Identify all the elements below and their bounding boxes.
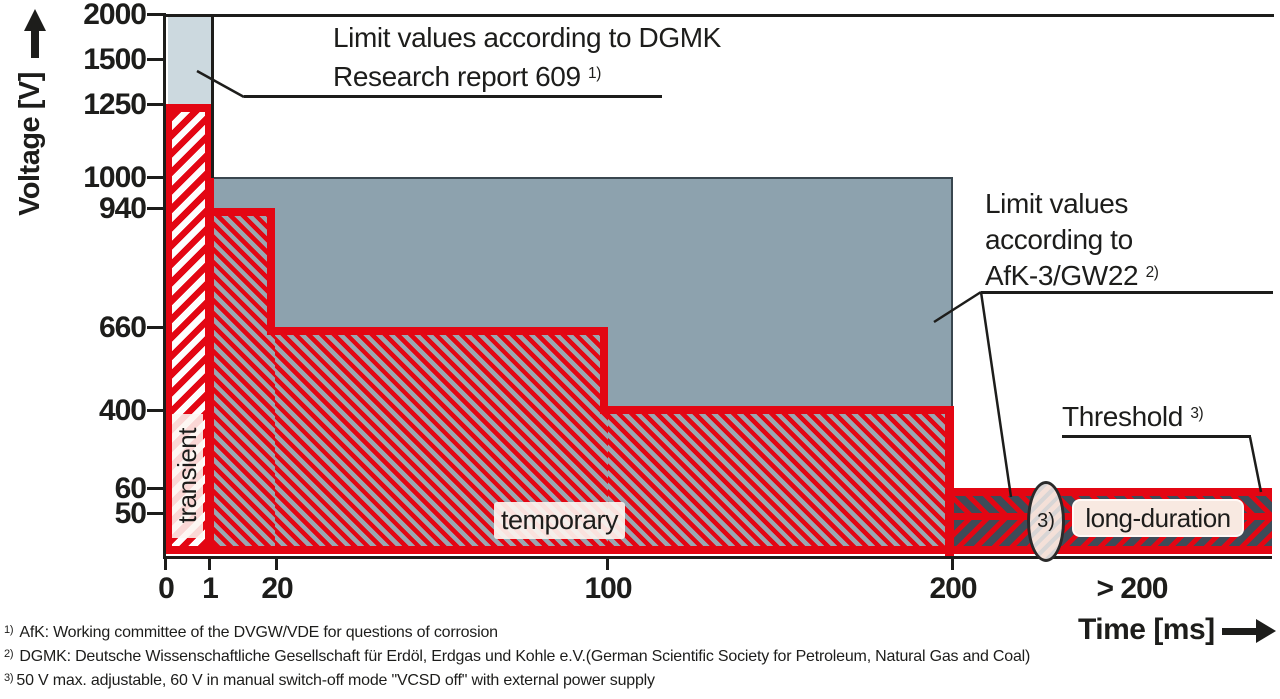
threshold-ellipse-text: 3) <box>1037 510 1055 532</box>
region-label-temporary: temporary <box>494 502 625 539</box>
y-tick-1500 <box>147 58 164 61</box>
x-label-20: 20 <box>261 572 293 605</box>
red-top-940 <box>214 208 275 216</box>
y-label-60: 60 <box>114 472 147 505</box>
footnote-1: 1) AfK: Working committee of the DVGW/VDE… <box>4 624 498 642</box>
x-tick-20 <box>275 556 278 570</box>
x-label-1: 1 <box>202 572 219 605</box>
x-label-100: 100 <box>584 572 632 605</box>
afk-annotation-line2: according to <box>985 224 1133 255</box>
y-label-1250: 1250 <box>83 88 147 121</box>
afk-annotation: Limit values according to AfK-3/GW22 2) <box>985 186 1159 299</box>
region-label-transient-text: transient <box>172 428 202 524</box>
y-label-50: 50 <box>114 497 147 530</box>
red-top-400 <box>608 406 945 414</box>
footnote-3: 3) 50 V max. adjustable, 60 V in manual s… <box>4 672 655 690</box>
y-axis-title-text: Voltage [V] <box>14 72 46 216</box>
x-tick-1 <box>208 556 211 570</box>
y-tick-660 <box>147 326 164 329</box>
x-axis-title-text: Time [ms] <box>1078 613 1215 646</box>
x-tick-200 <box>951 556 954 570</box>
x-label-200: 200 <box>929 572 977 605</box>
dgmk-sup: 1) <box>588 65 601 83</box>
dgmk-underline <box>244 95 662 98</box>
x-label-gt200: > 200 <box>1096 572 1169 605</box>
y-tick-1000 <box>147 176 164 179</box>
x-tick-100 <box>606 556 609 570</box>
red-riser-200ms <box>945 406 954 556</box>
x-label-0: 0 <box>158 572 175 605</box>
y-tick-60 <box>147 487 164 490</box>
region-label-transient: transient <box>172 414 203 538</box>
y-tick-2000 <box>147 13 164 16</box>
y-label-400: 400 <box>98 394 147 427</box>
region-label-long-duration: long-duration <box>1072 499 1244 537</box>
red-riser-20ms <box>267 208 275 335</box>
x-tick-0 <box>164 556 167 570</box>
threshold-annotation: Threshold 3) <box>1062 401 1204 432</box>
dgmk-annotation-line1: Limit values according to DGMK <box>333 22 721 53</box>
y-tick-940 <box>147 207 164 210</box>
afk-annotation-line3: AfK-3/GW22 2) <box>985 260 1159 291</box>
footnote-3-text: 50 V max. adjustable, 60 V in manual swi… <box>16 672 655 689</box>
red-bottom-border <box>166 546 1272 554</box>
x-axis-line <box>163 556 1272 559</box>
y-label-660: 660 <box>98 311 147 344</box>
footnote-3-sup: 3) <box>4 672 14 685</box>
voltage-arrow-stem <box>31 29 39 58</box>
threshold-ellipse: 3) <box>1027 481 1065 562</box>
y-label-2000: 2000 <box>83 0 147 31</box>
top-2000-line <box>163 14 1274 17</box>
threshold-underline <box>1062 435 1251 438</box>
footnote-1-sup: 1) <box>4 624 14 637</box>
dgmk-step-940-hatch <box>214 216 275 546</box>
afk-transient-area <box>168 16 211 104</box>
y-tick-50 <box>147 512 164 515</box>
afk-annotation-line1: Limit values <box>985 188 1129 219</box>
y-label-940: 940 <box>98 192 147 225</box>
footnote-1-text: AfK: Working committee of the DVGW/VDE f… <box>19 624 498 641</box>
threshold-sup: 3) <box>1190 405 1204 423</box>
y-tick-400 <box>147 409 164 412</box>
afk-sup: 2) <box>1145 264 1159 282</box>
footnote-2-text: DGMK: Deutsche Wissenschaftliche Gesells… <box>19 648 1031 665</box>
y-label-1500: 1500 <box>83 43 147 76</box>
dgmk-annotation-line2: Research report 609 1) <box>333 61 601 92</box>
voltage-arrow-head-icon <box>24 9 46 31</box>
afk-underline <box>981 291 1273 294</box>
y-label-1000: 1000 <box>83 161 147 194</box>
red-left-border <box>166 104 172 554</box>
y-tick-1250 <box>147 103 164 106</box>
footnote-2-sup: 2) <box>4 648 14 661</box>
band-top-60v <box>954 488 1272 496</box>
time-arrow-head-icon <box>1256 619 1276 643</box>
transient-right-line <box>211 14 214 178</box>
red-riser-100ms <box>600 327 608 414</box>
y-axis-title: Voltage [V] <box>14 34 48 254</box>
dgmk-annotation: Limit values according to DGMK Research … <box>333 18 721 101</box>
red-top-660 <box>275 327 608 335</box>
time-arrow-stem <box>1222 628 1258 635</box>
red-transient-top-1250 <box>166 104 214 112</box>
red-separator-1ms <box>205 104 214 554</box>
x-axis-title: Time [ms] <box>1078 613 1215 647</box>
y-axis-line <box>163 13 166 559</box>
dgmk-step-400-hatch <box>608 414 945 546</box>
footnote-2: 2) DGMK: Deutsche Wissenschaftliche Gesel… <box>4 648 1030 666</box>
